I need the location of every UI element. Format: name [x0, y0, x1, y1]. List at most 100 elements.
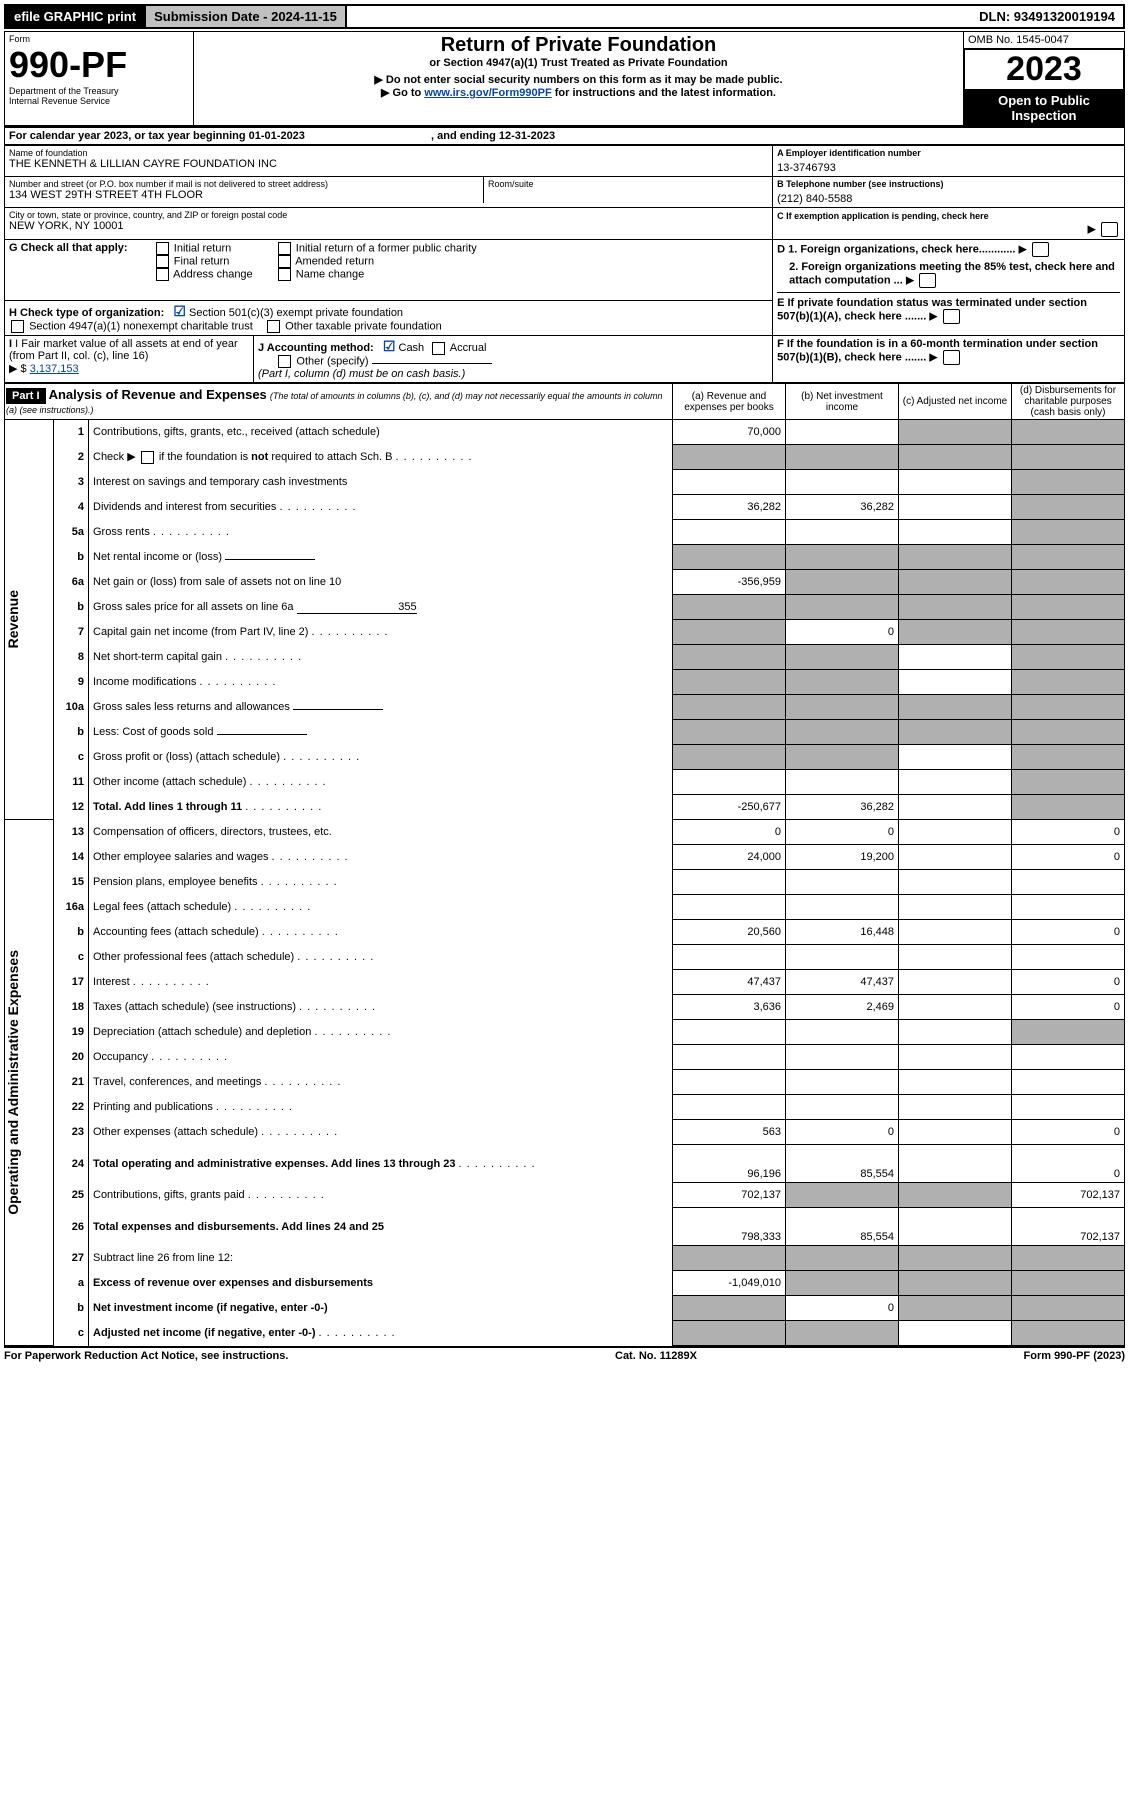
- line-description: Net gain or (loss) from sale of assets n…: [89, 570, 673, 595]
- value-cell: 85,554: [786, 1208, 899, 1246]
- form-title: Return of Private Foundation: [198, 34, 959, 57]
- value-cell: [673, 595, 786, 620]
- value-cell: 0: [1012, 995, 1125, 1020]
- g-final-checkbox[interactable]: [156, 255, 169, 268]
- line-description: Occupancy: [89, 1045, 673, 1070]
- table-row: 27Subtract line 26 from line 12:: [5, 1246, 1125, 1271]
- value-cell: [899, 1321, 1012, 1346]
- value-cell: 0: [786, 620, 899, 645]
- line-description: Gross sales price for all assets on line…: [89, 595, 673, 620]
- d1-label: D 1. Foreign organizations, check here..…: [777, 243, 1015, 255]
- f-checkbox[interactable]: [943, 350, 960, 365]
- h-501c3-check: ☑: [173, 303, 186, 319]
- value-cell: [899, 520, 1012, 545]
- value-cell: [673, 645, 786, 670]
- table-row: 8Net short-term capital gain: [5, 645, 1125, 670]
- j-note: (Part I, column (d) must be on cash basi…: [258, 368, 465, 380]
- top-bar: efile GRAPHIC print Submission Date - 20…: [4, 4, 1125, 29]
- part1-title: Analysis of Revenue and Expenses: [49, 387, 267, 402]
- table-row: cOther professional fees (attach schedul…: [5, 945, 1125, 970]
- line-description: Total. Add lines 1 through 11: [89, 795, 673, 820]
- j-other-checkbox[interactable]: [278, 355, 291, 368]
- fmv-link[interactable]: 3,137,153: [30, 363, 79, 375]
- footer-center: Cat. No. 11289X: [615, 1350, 697, 1362]
- value-cell: [899, 1095, 1012, 1120]
- value-cell: 70,000: [673, 420, 786, 445]
- line-description: Gross profit or (loss) (attach schedule): [89, 745, 673, 770]
- table-row: aExcess of revenue over expenses and dis…: [5, 1271, 1125, 1296]
- value-cell: [899, 845, 1012, 870]
- value-cell: [786, 695, 899, 720]
- h-4947-checkbox[interactable]: [11, 320, 24, 333]
- value-cell: [673, 1296, 786, 1321]
- g-addr-checkbox[interactable]: [156, 268, 169, 281]
- value-cell: [899, 545, 1012, 570]
- g-name-checkbox[interactable]: [278, 268, 291, 281]
- h-other-checkbox[interactable]: [267, 320, 280, 333]
- revenue-section-label: Revenue: [5, 580, 21, 658]
- line-number: 11: [54, 770, 89, 795]
- value-cell: [786, 645, 899, 670]
- c-checkbox[interactable]: [1101, 222, 1118, 237]
- form-link[interactable]: www.irs.gov/Form990PF: [424, 87, 551, 99]
- line-description: Legal fees (attach schedule): [89, 895, 673, 920]
- g-initial-pc-checkbox[interactable]: [278, 242, 291, 255]
- line-number: 20: [54, 1045, 89, 1070]
- schb-checkbox[interactable]: [141, 451, 154, 464]
- table-row: 15Pension plans, employee benefits: [5, 870, 1125, 895]
- value-cell: 0: [1012, 1145, 1125, 1183]
- value-cell: [1012, 1296, 1125, 1321]
- d1-checkbox[interactable]: [1032, 242, 1049, 257]
- line-number: 4: [54, 495, 89, 520]
- value-cell: [899, 1296, 1012, 1321]
- j-accrual: Accrual: [450, 342, 487, 354]
- line-number: 23: [54, 1120, 89, 1145]
- line-description: Contributions, gifts, grants, etc., rece…: [89, 420, 673, 445]
- line-number: b: [54, 720, 89, 745]
- value-cell: [1012, 895, 1125, 920]
- value-cell: [1012, 695, 1125, 720]
- line-description: Other expenses (attach schedule): [89, 1120, 673, 1145]
- phone-label: B Telephone number (see instructions): [777, 179, 1120, 189]
- city-label: City or town, state or province, country…: [9, 210, 768, 220]
- phone-value: (212) 840-5588: [777, 189, 1120, 205]
- j-accrual-checkbox[interactable]: [432, 342, 445, 355]
- e-checkbox[interactable]: [943, 309, 960, 324]
- value-cell: [1012, 495, 1125, 520]
- value-cell: [673, 695, 786, 720]
- line-number: 21: [54, 1070, 89, 1095]
- value-cell: [1012, 470, 1125, 495]
- table-row: bNet investment income (if negative, ent…: [5, 1296, 1125, 1321]
- value-cell: [899, 870, 1012, 895]
- table-row: cGross profit or (loss) (attach schedule…: [5, 745, 1125, 770]
- line-number: 13: [54, 820, 89, 845]
- value-cell: [673, 945, 786, 970]
- value-cell: 0: [1012, 970, 1125, 995]
- h-label: H Check type of organization:: [9, 307, 164, 319]
- efile-button[interactable]: efile GRAPHIC print: [6, 6, 144, 27]
- line-number: 9: [54, 670, 89, 695]
- line-description: Dividends and interest from securities: [89, 495, 673, 520]
- value-cell: 85,554: [786, 1145, 899, 1183]
- value-cell: 702,137: [1012, 1208, 1125, 1246]
- value-cell: [899, 745, 1012, 770]
- value-cell: 2,469: [786, 995, 899, 1020]
- col-b-header: (b) Net investment income: [786, 384, 899, 420]
- value-cell: [673, 1020, 786, 1045]
- value-cell: [786, 595, 899, 620]
- line-number: 3: [54, 470, 89, 495]
- g-amended-checkbox[interactable]: [278, 255, 291, 268]
- name-label: Name of foundation: [9, 148, 768, 158]
- value-cell: [673, 445, 786, 470]
- value-cell: [1012, 720, 1125, 745]
- line-description: Subtract line 26 from line 12:: [89, 1246, 673, 1271]
- value-cell: [786, 545, 899, 570]
- d2-checkbox[interactable]: [919, 273, 936, 288]
- f-label: F If the foundation is in a 60-month ter…: [777, 338, 1098, 363]
- g-initial-checkbox[interactable]: [156, 242, 169, 255]
- value-cell: [899, 1020, 1012, 1045]
- footer-left: For Paperwork Reduction Act Notice, see …: [4, 1350, 288, 1362]
- value-cell: [786, 895, 899, 920]
- table-row: 24Total operating and administrative exp…: [5, 1145, 1125, 1183]
- line-description: Capital gain net income (from Part IV, l…: [89, 620, 673, 645]
